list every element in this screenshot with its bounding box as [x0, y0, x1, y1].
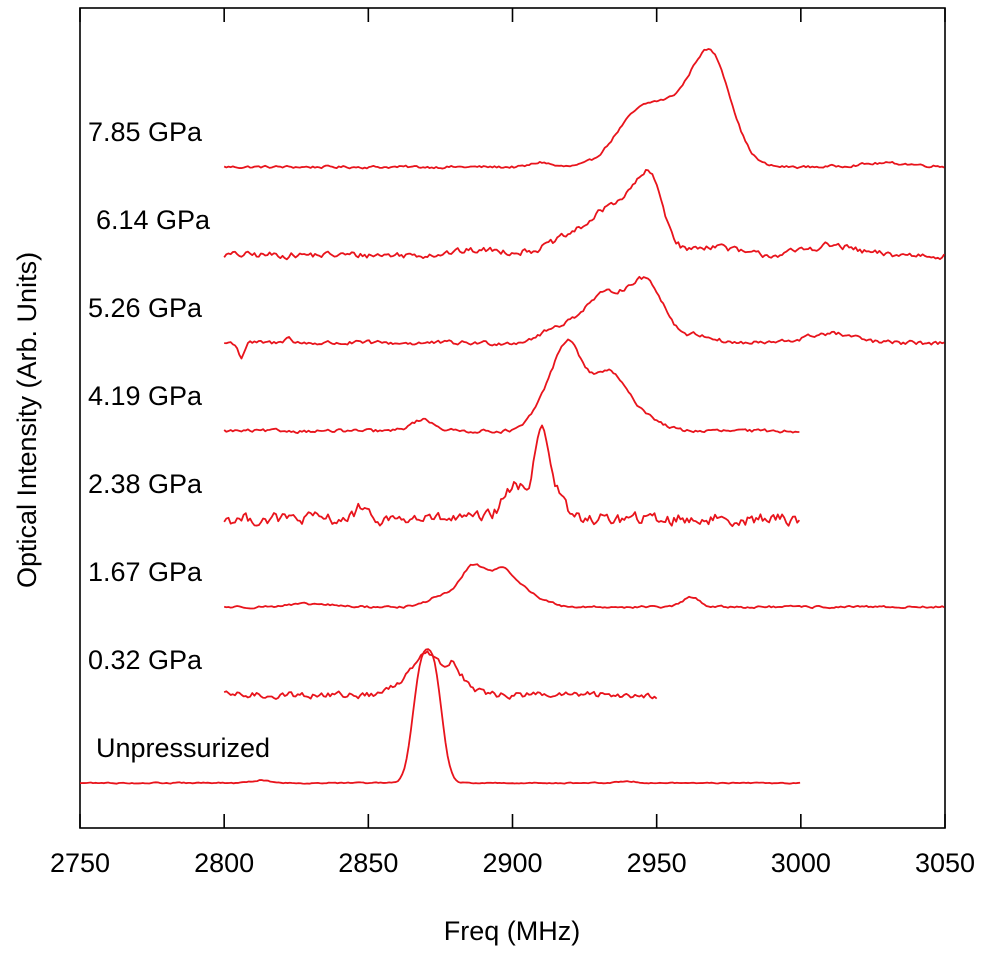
series-label: 1.67 GPa — [88, 557, 203, 587]
trace-0-32-gpa — [223, 650, 658, 700]
x-tick-label: 3000 — [771, 848, 831, 878]
series-label: Unpressurized — [96, 733, 270, 763]
plot-frame — [79, 7, 946, 829]
series-label: 4.19 GPa — [88, 381, 203, 411]
spectra-traces — [79, 48, 946, 785]
series-label: 6.14 GPa — [96, 205, 211, 235]
trace-unpressurized — [79, 648, 801, 785]
trace-7-85-gpa — [223, 48, 945, 170]
x-tick-label: 3050 — [915, 848, 975, 878]
trace-6-14-gpa — [223, 169, 946, 261]
y-axis-title: Optical Intensity (Arb. Units) — [12, 252, 42, 588]
x-axis-tick-labels: 2750 2800 2850 2900 2950 3000 3050 — [50, 848, 975, 878]
x-axis-ticks — [79, 8, 946, 828]
trace-2-38-gpa — [223, 424, 801, 528]
x-tick-label: 2900 — [482, 848, 542, 878]
series-label: 7.85 GPa — [88, 117, 203, 147]
x-tick-label: 2850 — [338, 848, 398, 878]
x-tick-label: 2800 — [194, 848, 254, 878]
trace-4-19-gpa — [223, 338, 800, 434]
trace-1-67-gpa — [223, 563, 945, 610]
series-label: 5.26 GPa — [88, 293, 203, 323]
x-tick-label: 2950 — [627, 848, 687, 878]
trace-5-26-gpa — [224, 275, 945, 360]
series-labels: 7.85 GPa 6.14 GPa 5.26 GPa 4.19 GPa 2.38 GPa… — [88, 117, 270, 763]
series-label: 2.38 GPa — [88, 469, 203, 499]
x-axis-title: Freq (MHz) — [444, 916, 581, 946]
x-tick-label: 2750 — [50, 848, 110, 878]
series-label: 0.32 GPa — [88, 645, 203, 675]
